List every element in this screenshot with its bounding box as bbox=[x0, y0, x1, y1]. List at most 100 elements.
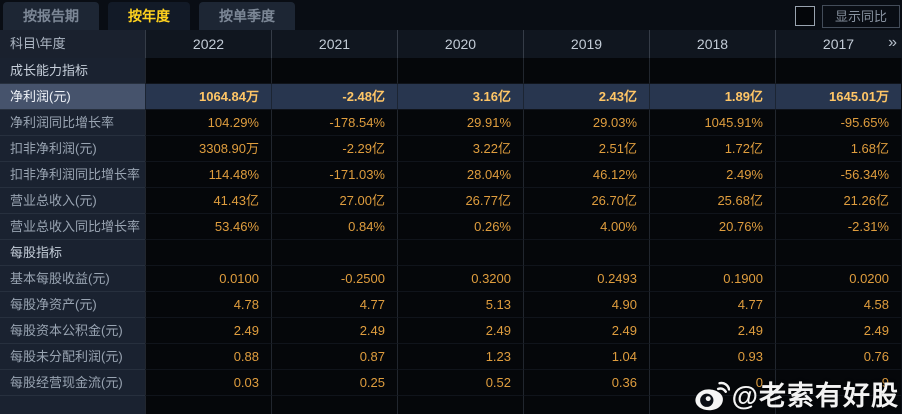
cell-value: 2.43亿 bbox=[523, 84, 649, 110]
cell-value: 0.0100 bbox=[145, 266, 271, 292]
tab-by-year[interactable]: 按年度 bbox=[108, 2, 190, 30]
cell-value bbox=[649, 240, 775, 266]
cell-value: 0.25 bbox=[271, 370, 397, 396]
cell-value: 4.77 bbox=[271, 292, 397, 318]
yoy-controls: 显示同比 bbox=[794, 4, 900, 28]
cell-value: 0.0200 bbox=[775, 266, 901, 292]
cell-value: 2.51亿 bbox=[523, 136, 649, 162]
cell-value: 3.22亿 bbox=[397, 136, 523, 162]
cell-value: 0.2493 bbox=[523, 266, 649, 292]
row-label: 每股未分配利润(元) bbox=[0, 344, 145, 370]
cell-value: -56.34% bbox=[775, 162, 901, 188]
row-label: 净利润同比增长率 bbox=[0, 110, 145, 136]
cell-value: -2.48亿 bbox=[271, 84, 397, 110]
row-label: 每股经营现金流(元) bbox=[0, 370, 145, 396]
cell-value: 27.00亿 bbox=[271, 188, 397, 214]
tab-by-quarter[interactable]: 按单季度 bbox=[199, 2, 295, 30]
cell-value: -171.03% bbox=[271, 162, 397, 188]
cell-value: -178.54% bbox=[271, 110, 397, 136]
financial-table: 科目\年度 2022 2021 2020 2019 2018 2017» 成长能力指标 净利… bbox=[0, 30, 902, 414]
table-row[interactable]: 每股经营现金流(元) 0.03 0.25 0.52 0.36 0 9 bbox=[0, 370, 902, 396]
row-label: 基本每股收益(元) bbox=[0, 266, 145, 292]
cell-value: 4.78 bbox=[145, 292, 271, 318]
row-label: 净利润(元) bbox=[0, 84, 145, 110]
section-row: 成长能力指标 bbox=[0, 58, 902, 84]
cell-value: 0.88 bbox=[145, 344, 271, 370]
cell-value: 0.26% bbox=[397, 214, 523, 240]
table-header-row: 科目\年度 2022 2021 2020 2019 2018 2017» bbox=[0, 30, 902, 58]
table-row[interactable]: 每股未分配利润(元) 0.88 0.87 1.23 1.04 0.93 0.76 bbox=[0, 344, 902, 370]
cell-value: 41.43亿 bbox=[145, 188, 271, 214]
cell-value bbox=[145, 58, 271, 84]
more-years-icon[interactable]: » bbox=[888, 34, 897, 51]
row-label: 营业总收入同比增长率 bbox=[0, 214, 145, 240]
cell-value: -2.31% bbox=[775, 214, 901, 240]
cell-value: 4.77 bbox=[649, 292, 775, 318]
cell-value: 26.70亿 bbox=[523, 188, 649, 214]
cell-value: 29.91% bbox=[397, 110, 523, 136]
cell-value: 3.16亿 bbox=[397, 84, 523, 110]
year-column-header: 2020 bbox=[397, 30, 523, 58]
year-column-header: 2019 bbox=[523, 30, 649, 58]
cell-value: 2.49 bbox=[397, 318, 523, 344]
cell-value: 9 bbox=[775, 370, 901, 396]
cell-value: -95.65% bbox=[775, 110, 901, 136]
cell-value: 0 bbox=[649, 370, 775, 396]
cell-value bbox=[271, 240, 397, 266]
row-label bbox=[0, 396, 145, 414]
cell-value bbox=[523, 58, 649, 84]
cell-value: 53.46% bbox=[145, 214, 271, 240]
cell-value: 0.87 bbox=[271, 344, 397, 370]
cell-value: 21.26亿 bbox=[775, 188, 901, 214]
cell-value bbox=[775, 58, 901, 84]
cell-value: 2.49% bbox=[649, 162, 775, 188]
cell-value: 1064.84万 bbox=[145, 84, 271, 110]
table-row[interactable]: 营业总收入同比增长率 53.46% 0.84% 0.26% 4.00% 20.76% -2.… bbox=[0, 214, 902, 240]
cell-value: 0.36 bbox=[523, 370, 649, 396]
cell-value: 1.68亿 bbox=[775, 136, 901, 162]
show-yoy-checkbox[interactable] bbox=[794, 6, 815, 26]
table-row[interactable]: 基本每股收益(元) 0.0100 -0.2500 0.3200 0.2493 0.1900… bbox=[0, 266, 902, 292]
row-label: 扣非净利润(元) bbox=[0, 136, 145, 162]
cell-value: 26.77亿 bbox=[397, 188, 523, 214]
cell-value bbox=[649, 58, 775, 84]
show-yoy-button[interactable]: 显示同比 bbox=[821, 4, 900, 28]
year-column-header: 2021 bbox=[271, 30, 397, 58]
tab-report-period[interactable]: 按报告期 bbox=[3, 2, 99, 30]
cell-value: 29.03% bbox=[523, 110, 649, 136]
row-label: 成长能力指标 bbox=[0, 58, 145, 84]
cell-value bbox=[523, 240, 649, 266]
table-row[interactable]: 净利润同比增长率 104.29% -178.54% 29.91% 29.03% 1045.… bbox=[0, 110, 902, 136]
table-row[interactable]: 每股资本公积金(元) 2.49 2.49 2.49 2.49 2.49 2.49 bbox=[0, 318, 902, 344]
cell-value: 114.48% bbox=[145, 162, 271, 188]
row-label: 每股资本公积金(元) bbox=[0, 318, 145, 344]
row-label: 每股指标 bbox=[0, 240, 145, 266]
row-label: 扣非净利润同比增长率 bbox=[0, 162, 145, 188]
cell-value: 5.13 bbox=[397, 292, 523, 318]
table-row[interactable]: 营业总收入(元) 41.43亿 27.00亿 26.77亿 26.70亿 25.68亿 21… bbox=[0, 188, 902, 214]
year-column-header: 2022 bbox=[145, 30, 271, 58]
corner-header: 科目\年度 bbox=[0, 30, 145, 58]
cell-value: 1045.91% bbox=[649, 110, 775, 136]
cell-value bbox=[397, 58, 523, 84]
cell-value: 4.58 bbox=[775, 292, 901, 318]
cell-value: 4.00% bbox=[523, 214, 649, 240]
cell-value: 2.49 bbox=[523, 318, 649, 344]
cell-value: 0.93 bbox=[649, 344, 775, 370]
table-row[interactable]: 净利润(元) 1064.84万 -2.48亿 3.16亿 2.43亿 1.89亿 1645.… bbox=[0, 84, 902, 110]
cell-value: 1.23 bbox=[397, 344, 523, 370]
year-column-header: 2018 bbox=[649, 30, 775, 58]
table-row[interactable]: 扣非净利润(元) 3308.90万 -2.29亿 3.22亿 2.51亿 1.72亿 1.6… bbox=[0, 136, 902, 162]
table-body: 成长能力指标 净利润(元) 1064.84万 -2.48亿 3.16亿 2.43亿 1.89… bbox=[0, 58, 902, 396]
cell-value: 104.29% bbox=[145, 110, 271, 136]
tab-bar: 按报告期 按年度 按单季度 显示同比 bbox=[0, 0, 902, 30]
cell-value: 3308.90万 bbox=[145, 136, 271, 162]
cell-value: 2.49 bbox=[145, 318, 271, 344]
cell-value bbox=[271, 58, 397, 84]
table-row[interactable]: 扣非净利润同比增长率 114.48% -171.03% 28.04% 46.12% 2.4… bbox=[0, 162, 902, 188]
cell-value: 1.04 bbox=[523, 344, 649, 370]
cell-value: 1645.01万 bbox=[775, 84, 901, 110]
cell-value: 28.04% bbox=[397, 162, 523, 188]
table-row[interactable]: 每股净资产(元) 4.78 4.77 5.13 4.90 4.77 4.58 bbox=[0, 292, 902, 318]
